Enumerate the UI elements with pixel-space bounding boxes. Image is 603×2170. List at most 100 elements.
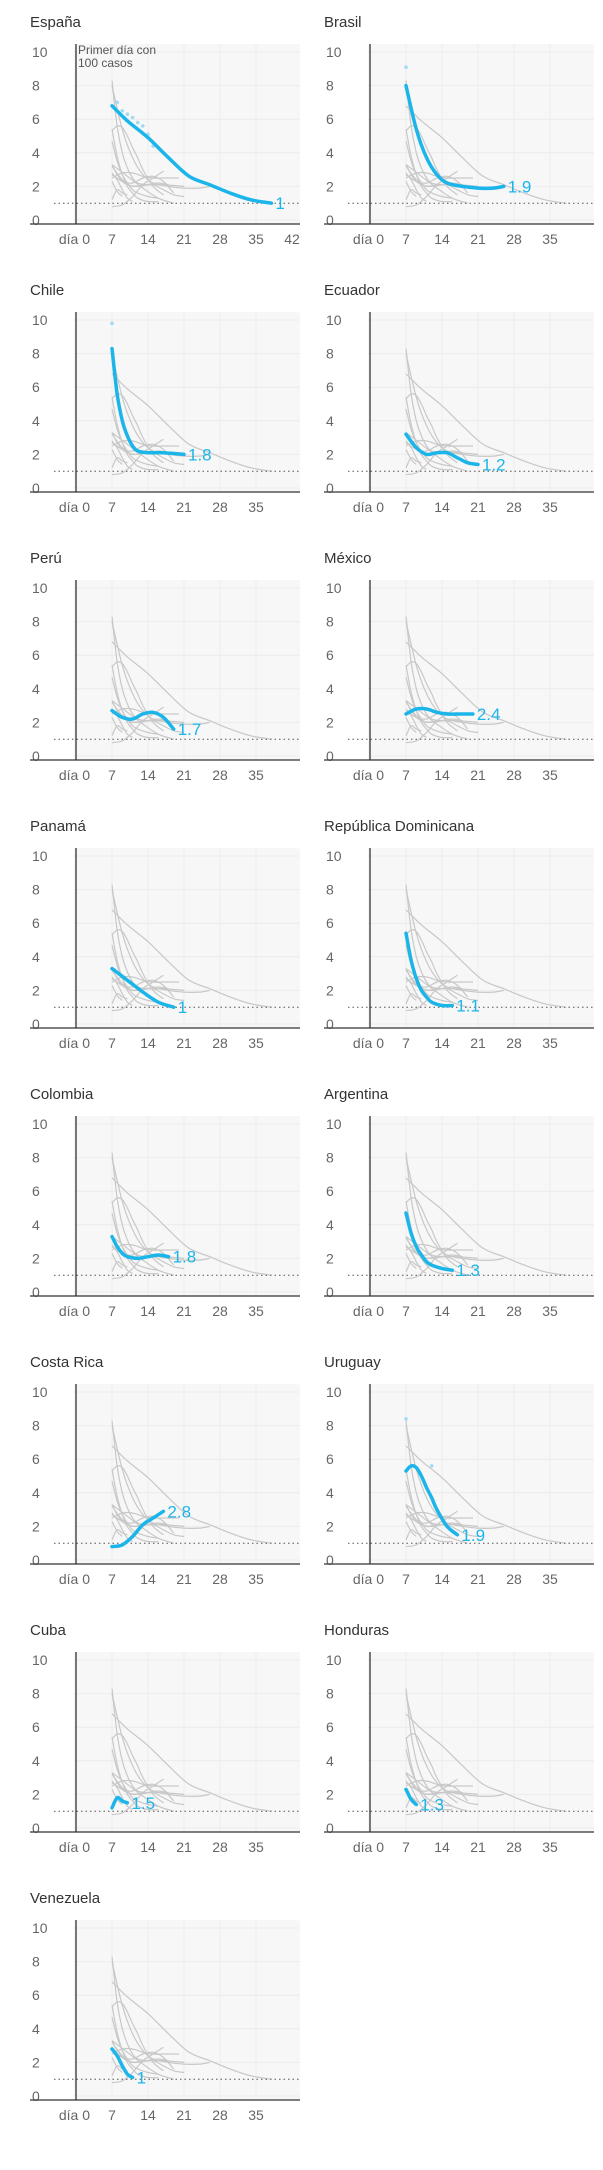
x-tick-label: 21: [176, 499, 192, 515]
context-series-line: [405, 909, 566, 1008]
context-series-line: [111, 2016, 159, 2075]
x-tick-label: 21: [176, 767, 192, 783]
x-tick-label: 7: [108, 1839, 116, 1855]
panel-title: Uruguay: [324, 1354, 381, 1371]
plot-background: [74, 1384, 300, 1564]
context-series-line: [405, 641, 566, 740]
context-series-line: [405, 1772, 463, 1796]
plot-background: [74, 312, 300, 492]
end-value-label: 1.3: [456, 1261, 480, 1280]
context-series-line: [405, 393, 458, 464]
panel-title: Cuba: [30, 1622, 66, 1639]
panel-title: Ecuador: [324, 282, 380, 299]
y-tick-label: 8: [326, 1418, 334, 1434]
context-series-line: [111, 1956, 185, 2063]
context-series-line: [111, 140, 159, 199]
highlight-series-line: [404, 931, 455, 1008]
x-tick-label: 21: [470, 499, 486, 515]
y-tick-label: 10: [326, 848, 342, 864]
context-series-line: [111, 665, 159, 739]
context-series-line: [405, 1197, 458, 1268]
y-tick-label: 8: [32, 1418, 40, 1434]
context-series-line: [405, 929, 458, 1000]
chart-svg: 0 2 4 6 8 10 día 0 7 14 21 28 35 2.4: [324, 580, 594, 783]
context-series-line: [405, 889, 504, 993]
annotation-line-2: 100 casos: [78, 56, 133, 70]
x-tick-label: 28: [506, 1839, 522, 1855]
y-tick-label: 4: [326, 1753, 334, 1769]
context-series-line: [405, 661, 458, 732]
context-series-line: [111, 717, 123, 733]
x-tick-label: día 0: [59, 1571, 90, 1587]
context-series-line: [405, 1780, 427, 1811]
x-tick-label: 28: [212, 1035, 228, 1051]
y-tick-label: 2: [326, 982, 334, 998]
y-tick-label: 4: [32, 681, 40, 697]
context-series-line: [405, 172, 427, 203]
context-series-line: [111, 700, 169, 724]
context-series-line: [111, 1693, 210, 1797]
context-series-line: [111, 1504, 169, 1528]
context-series-line: [111, 889, 210, 993]
y-tick-label: 6: [32, 915, 40, 931]
y-tick-label: 4: [326, 1485, 334, 1501]
context-series-line: [111, 1981, 272, 2080]
context-series-line: [111, 1748, 159, 1807]
y-tick-label: 6: [32, 111, 40, 127]
context-series-line: [111, 676, 159, 735]
y-tick-label: 0: [326, 1552, 334, 1568]
end-value-label: 1.2: [482, 455, 506, 474]
highlight-series-line: [110, 1795, 130, 1810]
context-series-line: [111, 1778, 164, 1816]
y-tick-label: 2: [32, 2054, 40, 2070]
y-tick-label: 6: [32, 647, 40, 663]
y-tick-label: 10: [326, 580, 342, 596]
context-series-line: [405, 665, 453, 739]
end-value-label: 1: [137, 2069, 146, 2088]
context-series-line: [111, 2040, 174, 2080]
x-tick-label: 7: [108, 767, 116, 783]
x-tick-label: 35: [248, 1035, 264, 1051]
x-tick-label: 35: [248, 767, 264, 783]
y-tick-label: 2: [326, 178, 334, 194]
context-series-line: [111, 181, 123, 197]
y-tick-label: 2: [32, 982, 40, 998]
y-tick-label: 4: [326, 949, 334, 965]
context-series-line: [111, 641, 272, 740]
data-point: [404, 65, 408, 69]
x-tick-label: 28: [212, 1303, 228, 1319]
y-tick-label: 4: [32, 145, 40, 161]
y-tick-label: 4: [326, 145, 334, 161]
end-value-label: 1.8: [173, 1248, 197, 1267]
x-tick-label: 42: [284, 231, 300, 247]
plot-background: [74, 44, 300, 224]
context-series-line: [405, 1510, 458, 1548]
x-tick-label: 28: [506, 767, 522, 783]
context-series-line: [111, 661, 164, 732]
context-series-line: [405, 621, 504, 725]
y-tick-label: 0: [32, 2088, 40, 2104]
y-tick-label: 6: [326, 111, 334, 127]
context-series-line: [111, 1780, 133, 1811]
context-series-line: [405, 170, 458, 208]
y-tick-label: 0: [32, 1016, 40, 1032]
context-series-line: [111, 2040, 169, 2064]
context-series-line: [111, 1197, 164, 1268]
chart-panel: Costa Rica 0 2 4 6 8 10 día 0 7 14 21 28 35 2.8: [30, 1354, 300, 1604]
context-series-line: [405, 616, 479, 723]
highlight-series-line: [404, 83, 506, 191]
y-tick-label: 10: [326, 1652, 342, 1668]
x-tick-label: día 0: [353, 1839, 384, 1855]
chart-svg: 0 2 4 6 8 10 día 0 7 14 21 28 35 1.5: [30, 1652, 300, 1855]
highlight-series-line: [110, 104, 274, 205]
x-tick-label: 35: [542, 1571, 558, 1587]
y-tick-label: 6: [32, 379, 40, 395]
y-tick-label: 2: [326, 1518, 334, 1534]
x-tick-label: 14: [140, 1303, 156, 1319]
context-series-line: [111, 1244, 133, 1275]
y-tick-label: 2: [32, 1518, 40, 1534]
end-value-label: 1.3: [420, 1795, 444, 1814]
context-series-line: [405, 968, 463, 992]
context-series-line: [111, 1504, 174, 1544]
context-series-line: [405, 140, 453, 199]
